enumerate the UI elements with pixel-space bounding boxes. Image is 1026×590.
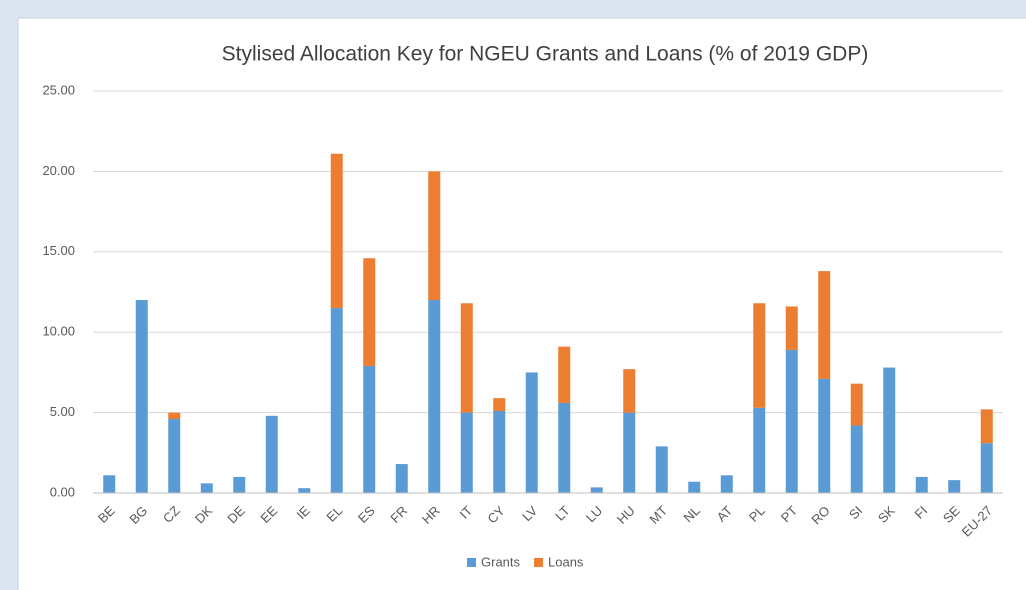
bar-segment	[428, 300, 441, 493]
bar-segment	[883, 367, 896, 493]
bar-segment	[818, 378, 831, 493]
legend-label: Loans	[548, 554, 584, 569]
bar-segment	[850, 383, 863, 426]
bar-segment	[850, 425, 863, 493]
bar-segment	[103, 475, 116, 493]
bar-segment	[363, 365, 376, 493]
bar-segment	[688, 481, 701, 493]
legend-swatch	[467, 558, 476, 567]
bar-segment	[590, 487, 603, 493]
y-tick-label: 20.00	[42, 163, 75, 178]
bar-segment	[460, 412, 473, 493]
y-tick-label: 15.00	[42, 243, 75, 258]
bar-segment	[753, 407, 766, 493]
bar-segment	[785, 349, 798, 493]
chart-title: Stylised Allocation Key for NGEU Grants …	[222, 43, 869, 66]
legend-label: Grants	[481, 554, 521, 569]
y-tick-label: 0.00	[50, 484, 75, 499]
bar-segment	[558, 346, 571, 403]
bar-segment	[525, 372, 538, 493]
bar-segment	[623, 369, 636, 413]
bar-segment	[493, 410, 506, 493]
bar-segment	[655, 446, 668, 493]
bar-segment	[168, 412, 181, 420]
bar-segment	[558, 402, 571, 493]
bar-segment	[493, 398, 506, 411]
bar-segment	[395, 464, 408, 493]
bar-segment	[233, 476, 246, 493]
bar-segment	[720, 475, 733, 493]
chart-panel	[17, 17, 1026, 590]
bar-segment	[948, 480, 961, 493]
bar-segment	[298, 488, 311, 493]
bar-segment	[168, 419, 181, 493]
bar-segment	[915, 476, 928, 493]
bar-segment	[200, 483, 213, 493]
bar-segment	[363, 258, 376, 366]
bar-segment	[980, 409, 993, 444]
bar-segment	[428, 171, 441, 301]
bar-segment	[818, 271, 831, 379]
bar-segment	[135, 300, 148, 493]
bar-segment	[753, 303, 766, 408]
bar-segment	[330, 153, 343, 309]
bar-segment	[785, 306, 798, 350]
bar-segment	[980, 443, 993, 493]
y-tick-label: 10.00	[42, 324, 75, 339]
y-tick-label: 5.00	[50, 404, 75, 419]
y-tick-label: 25.00	[42, 82, 75, 97]
bar-segment	[623, 412, 636, 493]
bar-segment	[460, 303, 473, 413]
bar-segment	[265, 415, 278, 493]
legend-swatch	[534, 558, 544, 567]
bar-segment	[330, 308, 343, 493]
